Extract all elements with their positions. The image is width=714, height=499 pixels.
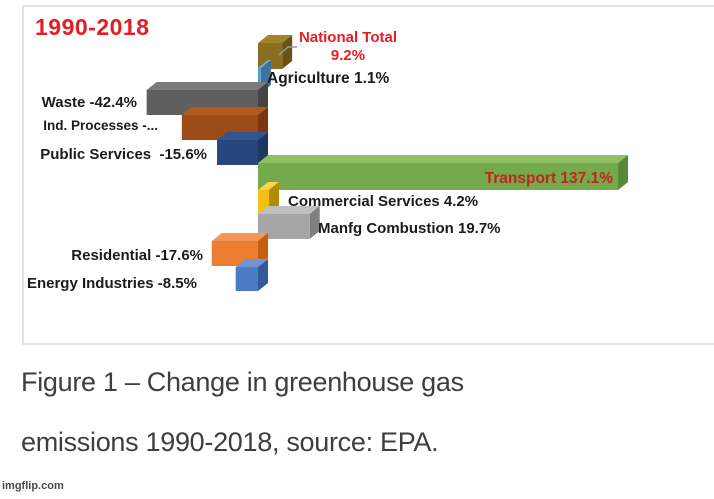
- bar-label-waste: Waste -42.4%: [42, 94, 137, 111]
- bar-top-agriculture: [258, 60, 271, 68]
- bar-energy-industries: [235, 267, 258, 291]
- imgflip-watermark: imgflip.com: [2, 480, 64, 492]
- bar-top-ind-processes: [181, 107, 268, 115]
- bar-side-public-services: [258, 132, 268, 165]
- bar-label-energy-industries: Energy Industries -8.5%: [27, 275, 197, 292]
- bar-side-manfg-combustion: [309, 206, 320, 239]
- bar-side-national-total: [282, 35, 293, 69]
- bar-top-public-services: [217, 132, 268, 140]
- national-total-callout: National Total 9.2%: [295, 29, 401, 65]
- bar-side-waste: [258, 82, 268, 115]
- bar-public-services: [217, 140, 258, 165]
- bar-side-residential: [258, 233, 268, 266]
- bar-label-manfg-combustion: Manfg Combustion 19.7%: [318, 220, 501, 237]
- bar-label-transport: Transport 137.1%: [485, 170, 614, 187]
- figure-caption-line2: emissions 1990-2018, source: EPA.: [21, 427, 439, 457]
- figure-caption: Figure 1 – Change in greenhouse gas emis…: [21, 352, 681, 472]
- chart-title: 1990-2018: [35, 14, 150, 40]
- bar-label-residential: Residential -17.6%: [71, 247, 203, 264]
- bar-top-energy-industries: [235, 259, 268, 267]
- bar-label-ind-processes: Ind. Processes -...: [43, 118, 158, 133]
- national-total-callout-line1: National Total: [298, 29, 398, 46]
- national-total-callout-line2: 9.2%: [330, 47, 366, 64]
- bar-side-energy-industries: [258, 259, 268, 291]
- figure-caption-line1: Figure 1 – Change in greenhouse gas: [21, 367, 464, 397]
- bar-top-residential: [211, 233, 268, 241]
- bar-top-manfg-combustion: [258, 206, 320, 214]
- bar-top-waste: [146, 82, 268, 90]
- national-total-leader-line: [278, 46, 297, 56]
- bar-top-national-total: [258, 35, 293, 43]
- bar-manfg-combustion: [258, 214, 310, 239]
- bar-top-transport: [258, 155, 629, 163]
- emissions-bar-chart: Agriculture 1.1% Waste -42.4% Ind. Process…: [27, 35, 629, 292]
- bar-label-agriculture: Agriculture 1.1%: [267, 70, 390, 87]
- bar-label-public-services: Public Services -15.6%: [40, 146, 207, 163]
- bar-side-transport: [618, 155, 629, 190]
- bar-label-commercial-services: Commercial Services 4.2%: [288, 193, 478, 210]
- bar-national-total: [258, 43, 283, 69]
- bar-top-commercial-services: [258, 182, 280, 190]
- bar-transport: [258, 163, 619, 190]
- bar-side-ind-processes: [258, 107, 268, 140]
